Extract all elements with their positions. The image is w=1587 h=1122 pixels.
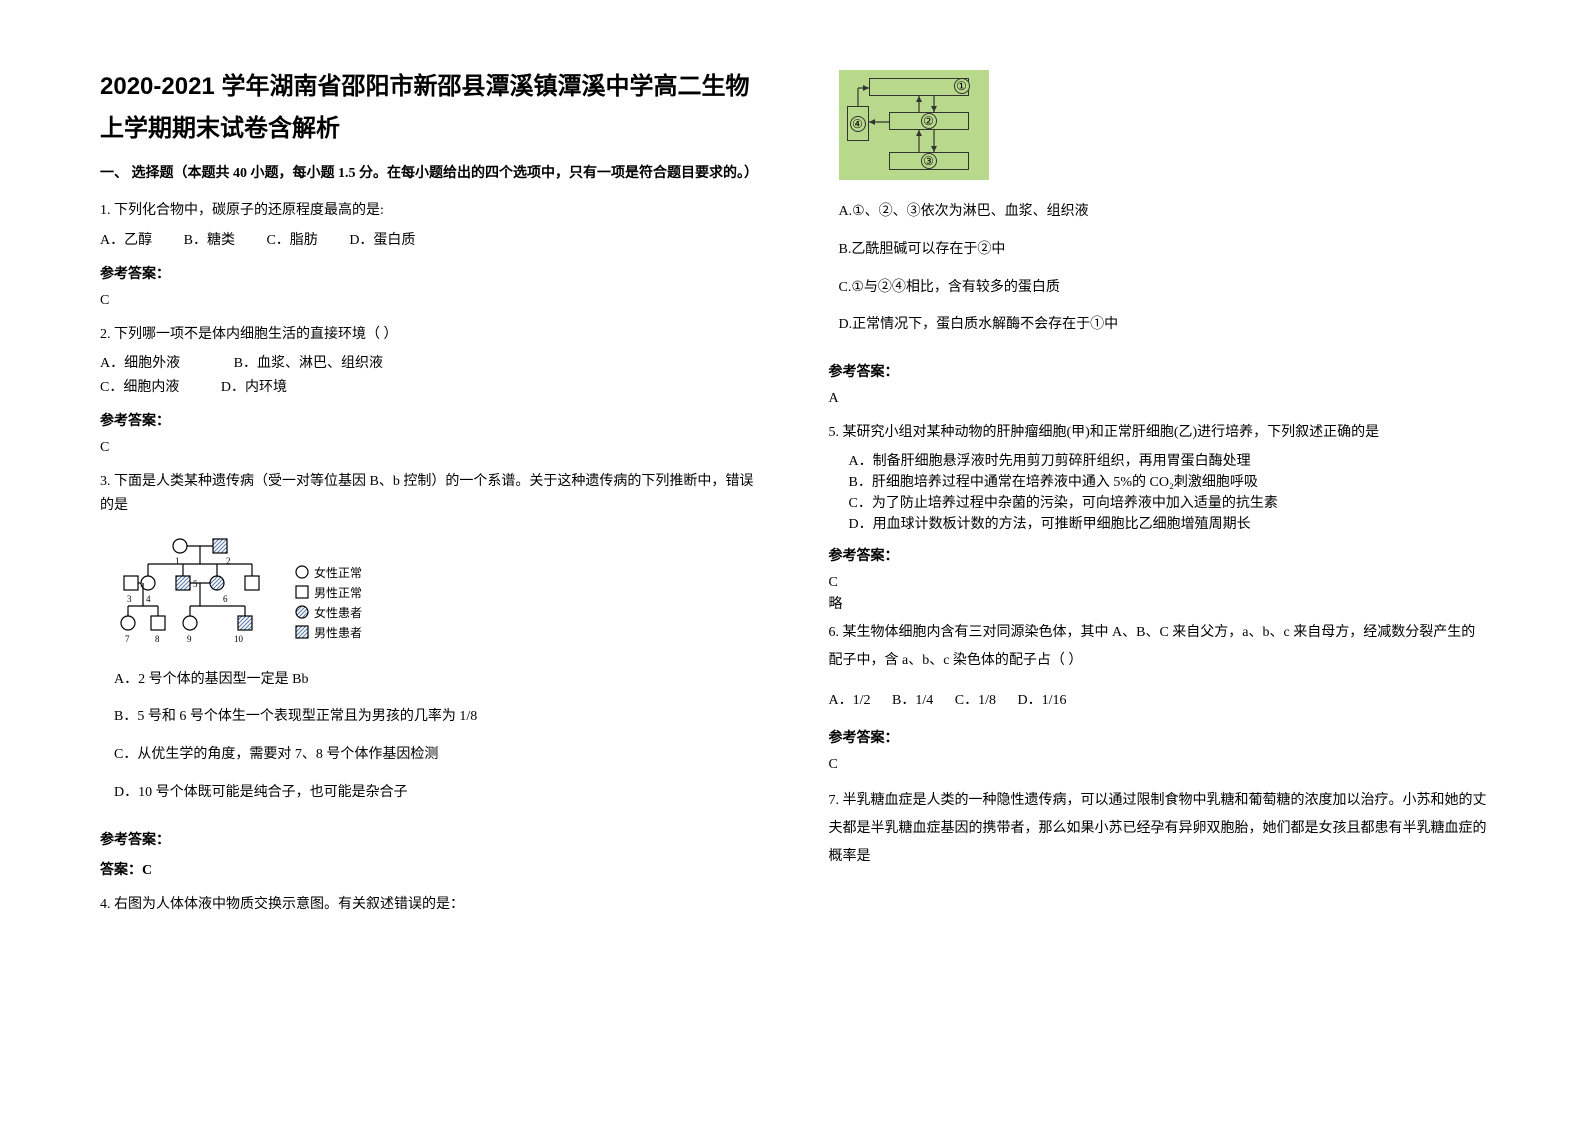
legend-male-affected: 男性患者 bbox=[295, 624, 362, 641]
document-subtitle: 上学期期末试卷含解析 bbox=[100, 108, 759, 143]
svg-text:5: 5 bbox=[193, 579, 198, 589]
q2-option-c: C．细胞内液 bbox=[100, 376, 179, 400]
legend-female-normal: 女性正常 bbox=[295, 564, 362, 581]
q4-answer-label: 参考答案： bbox=[829, 361, 1488, 381]
q4-option-a: A.①、②、③依次为淋巴、血浆、组织液 bbox=[839, 200, 1488, 224]
q6-option-d: D．1/16 bbox=[1017, 689, 1066, 713]
q2-answer: C bbox=[100, 440, 759, 456]
diagram-label-4: ④ bbox=[850, 116, 866, 132]
q5-option-d: D．用血球计数板计数的方法，可推断甲细胞比乙细胞增殖周期长 bbox=[849, 514, 1488, 535]
pedigree-diagram: 1 2 3 4 5 6 7 bbox=[120, 534, 400, 654]
q5-option-c: C．为了防止培养过程中杂菌的污染，可向培养液中加入适量的抗生素 bbox=[849, 493, 1488, 514]
fluid-exchange-diagram: ① ② ③ ④ bbox=[839, 70, 989, 180]
legend-label-ma: 男性患者 bbox=[314, 624, 362, 641]
q2-option-b: B．血浆、淋巴、组织液 bbox=[234, 352, 383, 376]
q2-answer-label: 参考答案： bbox=[100, 410, 759, 430]
document-title: 2020-2021 学年湖南省邵阳市新邵县潭溪镇潭溪中学高二生物 bbox=[100, 70, 759, 104]
q3-answer-label: 参考答案： bbox=[100, 829, 759, 849]
question-2-options: A．细胞外液 B．血浆、淋巴、组织液 C．细胞内液 D．内环境 bbox=[100, 352, 759, 400]
q2-option-d: D．内环境 bbox=[221, 376, 287, 400]
legend-label-fn: 女性正常 bbox=[314, 564, 362, 581]
legend-female-affected: 女性患者 bbox=[295, 604, 362, 621]
section-heading: 一、 选择题（本题共 40 小题，每小题 1.5 分。在每小题给出的四个选项中，… bbox=[100, 163, 759, 185]
svg-text:9: 9 bbox=[187, 634, 192, 644]
q3-option-c: C．从优生学的角度，需要对 7、8 号个体作基因检测 bbox=[114, 743, 759, 767]
svg-text:10: 10 bbox=[234, 634, 244, 644]
q5-option-a: A．制备肝细胞悬浮液时先用剪刀剪碎肝组织，再用胃蛋白酶处理 bbox=[849, 451, 1488, 472]
svg-text:4: 4 bbox=[146, 594, 151, 604]
pedigree-svg: 1 2 3 4 5 6 7 bbox=[120, 534, 290, 654]
q6-answer-label: 参考答案： bbox=[829, 727, 1488, 747]
legend-label-fa: 女性患者 bbox=[314, 604, 362, 621]
question-6-text: 6. 某生物体细胞内含有三对同源染色体，其中 A、B、C 来自父方，a、b、c … bbox=[829, 619, 1488, 675]
q4-option-d: D.正常情况下，蛋白质水解酶不会存在于①中 bbox=[839, 313, 1488, 337]
q4-option-b: B.乙酰胆碱可以存在于②中 bbox=[839, 238, 1488, 262]
question-5-options: A．制备肝细胞悬浮液时先用剪刀剪碎肝组织，再用胃蛋白酶处理 B．肝细胞培养过程中… bbox=[829, 451, 1488, 535]
question-7-text: 7. 半乳糖血症是人类的一种隐性遗传病，可以通过限制食物中乳糖和葡萄糖的浓度加以… bbox=[829, 787, 1488, 871]
q3-option-a: A．2 号个体的基因型一定是 Bb bbox=[114, 668, 759, 692]
square-hatched-icon bbox=[295, 625, 309, 639]
right-column: ① ② ③ ④ A.①、②、③依次为淋巴、血浆、组织液 B.乙酰胆碱可以存在于②… bbox=[829, 70, 1488, 1082]
circle-hatched-icon bbox=[295, 605, 309, 619]
question-5-text: 5. 某研究小组对某种动物的肝肿瘤细胞(甲)和正常肝细胞(乙)进行培养，下列叙述… bbox=[829, 421, 1488, 445]
svg-text:8: 8 bbox=[155, 634, 160, 644]
diagram-label-3: ③ bbox=[921, 153, 937, 169]
question-4-options: A.①、②、③依次为淋巴、血浆、组织液 B.乙酰胆碱可以存在于②中 C.①与②④… bbox=[829, 200, 1488, 351]
svg-text:6: 6 bbox=[223, 594, 228, 604]
question-3-text: 3. 下面是人类某种遗传病（受一对等位基因 B、b 控制）的一个系谱。关于这种遗… bbox=[100, 470, 759, 518]
q5-answer: C bbox=[829, 575, 1488, 591]
legend-male-normal: 男性正常 bbox=[295, 584, 362, 601]
q3-answer: 答案：C bbox=[100, 859, 759, 879]
q1-option-b: B．糖类 bbox=[184, 229, 235, 253]
q6-option-b: B．1/4 bbox=[892, 689, 933, 713]
question-2-text: 2. 下列哪一项不是体内细胞生活的直接环境（ ） bbox=[100, 323, 759, 347]
circle-empty-icon bbox=[295, 565, 309, 579]
pedigree-legend: 女性正常 男性正常 女性患者 男性患者 bbox=[295, 564, 362, 644]
q3-option-b: B．5 号和 6 号个体生一个表现型正常且为男孩的几率为 1/8 bbox=[114, 705, 759, 729]
q1-option-a: A．乙醇 bbox=[100, 229, 152, 253]
svg-text:3: 3 bbox=[127, 594, 132, 604]
q6-option-c: C．1/8 bbox=[955, 689, 996, 713]
q2-option-a: A．细胞外液 bbox=[100, 352, 180, 376]
svg-text:7: 7 bbox=[125, 634, 130, 644]
q1-option-c: C．脂肪 bbox=[266, 229, 317, 253]
q4-answer: A bbox=[829, 391, 1488, 407]
question-6-options: A．1/2 B．1/4 C．1/8 D．1/16 bbox=[829, 689, 1488, 713]
left-column: 2020-2021 学年湖南省邵阳市新邵县潭溪镇潭溪中学高二生物 上学期期末试卷… bbox=[100, 70, 759, 1082]
legend-label-mn: 男性正常 bbox=[314, 584, 362, 601]
q6-answer: C bbox=[829, 757, 1488, 773]
q5-option-b: B．肝细胞培养过程中通常在培养液中通入 5%的 CO₂刺激细胞呼吸 bbox=[849, 472, 1488, 493]
q1-answer: C bbox=[100, 293, 759, 309]
question-3-options: A．2 号个体的基因型一定是 Bb B．5 号和 6 号个体生一个表现型正常且为… bbox=[100, 668, 759, 819]
q5-answer-label: 参考答案： bbox=[829, 545, 1488, 565]
question-1-text: 1. 下列化合物中，碳原子的还原程度最高的是: bbox=[100, 199, 759, 223]
diagram-label-1: ① bbox=[954, 78, 970, 94]
q1-option-d: D．蛋白质 bbox=[349, 229, 415, 253]
q5-brief: 略 bbox=[829, 593, 1488, 613]
q6-option-a: A．1/2 bbox=[829, 689, 871, 713]
diagram-label-2: ② bbox=[921, 113, 937, 129]
q3-option-d: D．10 号个体既可能是纯合子，也可能是杂合子 bbox=[114, 781, 759, 805]
question-4-text: 4. 右图为人体体液中物质交换示意图。有关叙述错误的是： bbox=[100, 893, 759, 917]
square-empty-icon bbox=[295, 585, 309, 599]
question-1-options: A．乙醇 B．糖类 C．脂肪 D．蛋白质 bbox=[100, 229, 759, 253]
q4-option-c: C.①与②④相比，含有较多的蛋白质 bbox=[839, 276, 1488, 300]
q1-answer-label: 参考答案： bbox=[100, 263, 759, 283]
